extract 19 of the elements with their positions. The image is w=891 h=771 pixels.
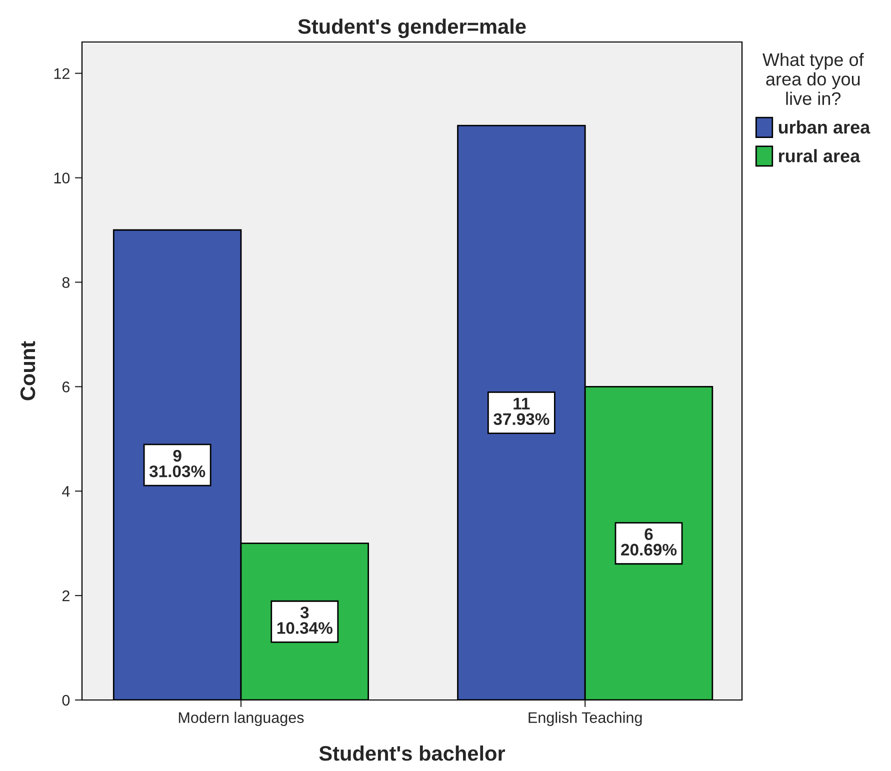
y-tick-label: 6 — [62, 382, 70, 392]
legend-label: urban area — [778, 120, 870, 134]
y-tick-label: 12 — [54, 68, 70, 79]
data-label: 6 20.69% — [621, 528, 677, 556]
y-tick-label: 0 — [62, 694, 70, 706]
data-label: 11 37.93% — [494, 398, 550, 426]
data-label: 3 10.34% — [277, 606, 332, 634]
y-tick-label: 10 — [54, 172, 70, 184]
legend-label: rural area — [778, 149, 860, 162]
y-axis-title: Count — [20, 341, 36, 400]
x-axis-title: Student's bachelor — [319, 745, 506, 761]
y-tick-label: 8 — [62, 277, 70, 288]
chart-title: Student's gender=male — [298, 18, 526, 38]
legend-title: What type of area do you live in? — [762, 52, 864, 105]
y-tick-label: 2 — [62, 590, 70, 602]
x-tick-label: English Teaching — [528, 712, 642, 726]
data-label: 9 31.03% — [149, 450, 206, 478]
x-tick-label: Modern languages — [178, 712, 304, 726]
y-tick-label: 4 — [62, 486, 70, 497]
